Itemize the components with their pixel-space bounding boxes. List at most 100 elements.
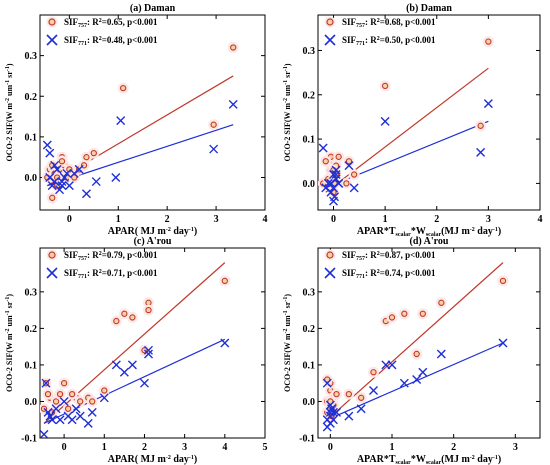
legend-label: SIF757: R2=0.68, p<0.001 — [342, 17, 436, 29]
data-point-sif757 — [210, 121, 217, 128]
data-point-sif757 — [324, 376, 331, 383]
legend-marker-x — [46, 267, 58, 279]
data-point-sif757 — [221, 277, 228, 285]
data-point-sif757 — [58, 158, 66, 165]
data-point-sif757 — [477, 122, 484, 129]
x-tick-label: 0 — [62, 442, 67, 453]
y-tick-label: 0.0 — [25, 397, 38, 408]
data-point-sif771 — [322, 422, 332, 432]
data-point-sif771 — [356, 404, 366, 414]
fit-line-sif757 — [326, 262, 504, 421]
data-point-sif771 — [42, 140, 52, 150]
data-point-sif757 — [499, 277, 507, 285]
data-point-sif771 — [57, 177, 67, 187]
data-point-sif771 — [67, 415, 77, 425]
data-point-sif771 — [59, 173, 69, 182]
chart-title: (a) Daman — [130, 3, 176, 14]
x-tick-label: 2 — [142, 442, 147, 453]
data-point-sif771 — [143, 345, 153, 355]
data-point-sif771 — [111, 173, 121, 182]
data-point-sif757 — [381, 82, 389, 90]
chart-panel-1: (b) Daman 0 1 2 3 4 0.0 0.1 0.2 0.3 APAR*Tscalar*W… — [283, 3, 543, 238]
y-axis-label: OCO-2 SIF(W m-2 um-1 sr-1) — [283, 63, 292, 161]
data-point-sif771 — [55, 415, 65, 425]
x-tick-label: 4 — [263, 214, 268, 225]
data-point-sif757 — [230, 44, 237, 51]
data-point-sif771 — [498, 338, 508, 348]
y-tick-label: 0.3 — [25, 287, 38, 298]
data-point-sif771 — [476, 147, 486, 157]
data-point-sif771 — [322, 378, 332, 388]
chart-panel-3: (d) A'rou 0 1 2 3 -0.1 0.0 0.1 0.2 0.3 APAR*Tscala… — [283, 236, 541, 465]
data-point-sif757 — [345, 158, 353, 165]
plot-frame — [39, 14, 266, 211]
data-point-sif771 — [228, 99, 238, 109]
data-point-sif771 — [57, 181, 67, 191]
data-point-sif771 — [50, 177, 60, 187]
y-tick-label: -0.1 — [21, 434, 37, 445]
legend-label: SIF757: R2=0.87, p<0.001 — [342, 250, 436, 262]
data-point-sif771 — [47, 181, 57, 191]
data-point-sif771 — [45, 148, 55, 158]
data-point-sif757 — [419, 310, 426, 317]
data-point-sif771 — [40, 429, 49, 438]
data-point-sif757 — [327, 398, 334, 405]
data-point-sif757 — [322, 158, 329, 165]
chart-panel-2: (c) A'rou 0 1 2 3 4 5 -0.1 0.0 0.1 0.2 0.3 APAR( MJ … — [5, 236, 268, 465]
data-point-sif757 — [101, 387, 108, 394]
data-point-sif771 — [325, 400, 335, 410]
data-point-sif771 — [436, 349, 446, 359]
legend-label: SIF757: R2=0.79, p<0.001 — [64, 250, 158, 262]
data-point-sif771 — [328, 415, 338, 425]
data-point-sif757 — [60, 380, 68, 387]
data-point-sif757 — [438, 299, 445, 306]
data-point-sif757 — [68, 391, 76, 398]
data-point-sif757 — [333, 391, 340, 398]
plot-frame — [317, 14, 541, 211]
legend-marker-x — [46, 34, 58, 46]
y-tick-label: 0.1 — [25, 132, 38, 143]
data-point-sif771 — [139, 378, 149, 388]
legend-label: SIF771: R2=0.48, p<0.001 — [64, 35, 158, 47]
data-point-sif771 — [81, 189, 91, 199]
legend-marker-circle — [48, 18, 56, 26]
data-point-sif771 — [52, 164, 62, 174]
x-axis-label: APAR*Tscalar*Wscalar(MJ m-2 day-1) — [357, 454, 501, 465]
y-tick-label: 0.0 — [303, 179, 316, 190]
x-tick-label: 2 — [434, 214, 439, 225]
data-point-sif771 — [59, 396, 69, 406]
data-point-sif757 — [90, 149, 97, 157]
data-point-sif771 — [43, 407, 53, 417]
x-tick-label: 3 — [513, 442, 518, 453]
data-point-sif771 — [387, 360, 397, 370]
chart-title: (b) Daman — [406, 3, 452, 14]
data-point-sif771 — [75, 411, 85, 421]
data-point-sif771 — [380, 116, 390, 126]
data-point-sif771 — [87, 407, 97, 417]
x-tick-label: 1 — [390, 442, 395, 453]
data-point-sif757 — [350, 171, 358, 178]
data-point-sif771 — [64, 181, 74, 191]
data-point-sif771 — [119, 367, 129, 377]
data-point-sif757 — [83, 154, 90, 161]
y-tick-label: -0.1 — [299, 434, 315, 445]
legend-marker-x — [324, 267, 336, 279]
data-point-sif757 — [388, 314, 396, 321]
y-tick-label: 0.2 — [303, 90, 316, 101]
data-point-sif771 — [51, 404, 61, 414]
data-point-sif771 — [344, 411, 354, 421]
data-point-sif757 — [345, 391, 352, 398]
data-point-sif757 — [56, 391, 64, 398]
data-point-sif771 — [328, 170, 338, 180]
data-point-sif771 — [116, 116, 126, 126]
x-tick-label: 3 — [182, 442, 187, 453]
y-tick-label: 0.3 — [303, 46, 316, 57]
data-point-sif771 — [99, 393, 109, 403]
data-point-sif757 — [121, 310, 128, 317]
data-point-sif757 — [71, 174, 78, 181]
data-point-sif757 — [145, 306, 152, 314]
data-point-sif771 — [418, 367, 428, 377]
y-tick-label: 0.1 — [303, 360, 316, 371]
data-point-sif771 — [209, 144, 219, 154]
data-point-sif757 — [370, 369, 377, 376]
